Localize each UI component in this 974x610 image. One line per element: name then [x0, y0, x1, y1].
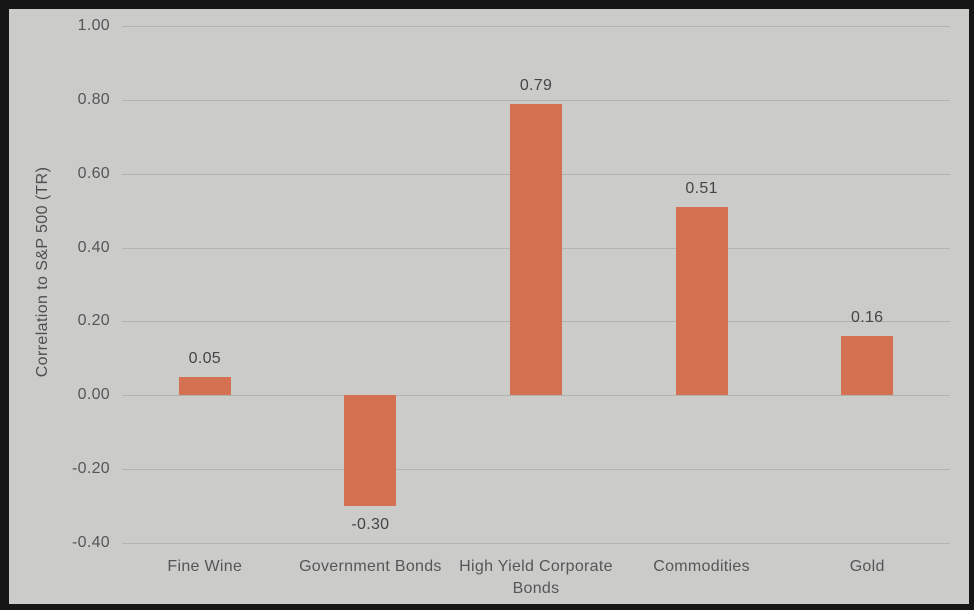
gridline: [122, 543, 950, 544]
bar-commodities: [675, 206, 728, 396]
gridline: [122, 26, 950, 27]
y-axis-tick-label: 1.00: [77, 17, 110, 34]
bar-fine-wine: [178, 376, 231, 396]
gridline: [122, 99, 950, 101]
y-axis-tick-label: 0.00: [77, 386, 110, 404]
gridline: [122, 469, 950, 471]
bar-value-label: 0.79: [519, 76, 553, 94]
x-axis-category-label: Fine Wine: [167, 558, 243, 575]
x-axis-category-label: Gold: [849, 558, 885, 575]
y-axis-tick-label: 0.40: [77, 238, 110, 256]
y-axis-tick-label: -0.40: [72, 534, 110, 551]
bar-value-label: 0.16: [851, 309, 884, 327]
y-axis-tick-label: 0.60: [77, 164, 110, 182]
x-axis-category-label: High Yield Corporate Bonds: [459, 558, 613, 597]
bar-government-bonds: [344, 395, 397, 507]
x-axis-category-label: Commodities: [653, 558, 750, 575]
bar-value-label: -0.30: [351, 516, 390, 534]
gridline: [122, 395, 950, 397]
bar-gold: [841, 336, 894, 396]
y-axis-tick-label: -0.20: [72, 460, 110, 478]
y-axis-tick-label: 0.80: [77, 90, 110, 108]
bar-value-label: 0.51: [685, 179, 718, 197]
y-axis-tick-label: 0.20: [77, 312, 110, 330]
chart-background: [9, 9, 969, 604]
x-axis-category-label: Government Bonds: [299, 558, 442, 575]
bar-value-label: 0.05: [188, 349, 221, 367]
bar-high-yield-corporate-bonds: [510, 103, 562, 396]
